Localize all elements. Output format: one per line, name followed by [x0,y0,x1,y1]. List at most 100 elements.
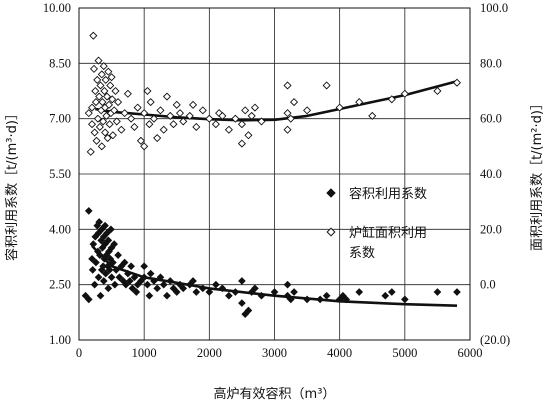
data-point-volume-coefficient [115,273,124,282]
data-point-volume-coefficient [322,291,331,300]
data-point-hearth-area-coefficient [127,114,136,123]
data-point-volume-coefficient [150,277,158,285]
data-point-volume-coefficient [126,277,134,285]
data-point-hearth-area-coefficient [107,73,116,82]
data-point-volume-coefficient [146,269,155,278]
x-tick-label: 2000 [197,346,222,360]
legend-label-volume-coefficient: 容积利用系数 [349,186,427,202]
data-point-hearth-area-coefficient [90,128,99,137]
data-point-hearth-area-coefficient [114,98,123,107]
data-point-hearth-area-coefficient [92,136,101,145]
data-point-volume-coefficient [401,295,409,304]
data-point-volume-coefficient [198,284,207,293]
data-point-volume-coefficient [84,207,93,215]
y2-axis-title: 面积利用系数［t/(m²·d)］ [530,97,545,251]
y2-tick-label: (20.0) [480,333,510,347]
data-point-hearth-area-coefficient [133,103,142,112]
data-point-volume-coefficient [156,273,165,282]
data-point-hearth-area-coefficient [97,70,106,79]
data-point-volume-coefficient [111,280,119,289]
data-point-volume-coefficient [107,273,116,282]
x-tick-label: 4000 [327,346,352,360]
y-tick-label: 5.50 [49,167,71,181]
tick-labels: 0 1000 2000 3000 4000 5000 6000 1.00 2.50 4.00 5.5… [43,1,510,360]
data-point-hearth-area-coefficient [247,111,256,120]
data-point-hearth-area-coefficient [102,92,112,101]
data-point-volume-coefficient [127,262,135,271]
data-point-volume-coefficient [231,288,240,296]
plot-frame [78,7,471,341]
data-point-volume-coefficient [94,273,103,282]
y2-tick-label: 60.0 [480,112,502,126]
data-point-hearth-area-coefficient [100,86,109,96]
data-point-hearth-area-coefficient [117,125,126,134]
data-point-hearth-area-coefficient [105,120,114,129]
data-point-volume-coefficient [88,266,97,274]
data-point-volume-coefficient [140,273,148,282]
data-point-hearth-area-coefficient [140,142,149,151]
legend-marker-filled-diamond [326,188,336,198]
data-point-volume-coefficient [122,280,130,289]
data-point-hearth-area-coefficient [89,64,99,73]
data-point-hearth-area-coefficient [283,81,292,90]
data-point-volume-coefficient [270,288,279,296]
data-point-hearth-area-coefficient [172,100,181,109]
data-point-hearth-area-coefficient [103,133,112,143]
data-point-volume-coefficient [104,236,113,245]
data-point-hearth-area-coefficient [91,98,100,107]
y2-tick-label: 20.0 [480,222,502,236]
legend: 容积利用系数 炉缸面积利用系数 [326,186,427,261]
data-point-hearth-area-coefficient [91,86,100,96]
data-point-hearth-area-coefficient [136,136,145,145]
data-point-hearth-area-coefficient [123,89,132,98]
data-point-hearth-area-coefficient [400,89,409,98]
data-point-hearth-area-coefficient [111,86,120,96]
data-point-volume-coefficient [189,277,197,285]
data-point-hearth-area-coefficient [290,98,299,107]
legend-marker-hollow-diamond [326,227,336,237]
y2-tick-label: 0.0 [480,278,496,292]
data-point-hearth-area-coefficient [108,95,117,104]
data-point-volume-coefficient [212,280,220,289]
data-point-volume-coefficient [283,280,292,289]
y-axis-title: 容积利用系数［t/(m³·d)］ [4,107,20,261]
data-point-volume-coefficient [105,266,114,274]
data-point-hearth-area-coefficient [104,67,113,76]
data-point-volume-coefficient [140,262,148,271]
data-point-volume-coefficient [192,288,201,296]
data-point-volume-coefficient [107,225,115,234]
y2-tick-label: 100.0 [480,1,508,15]
data-point-hearth-area-coefficient [198,106,207,115]
data-point-hearth-area-coefficient [93,75,102,84]
data-point-hearth-area-coefficient [162,92,172,101]
data-point-volume-coefficient [103,229,111,237]
data-point-hearth-area-coefficient [98,98,107,107]
data-point-hearth-area-coefficient [97,142,106,151]
x-tick-label: 3000 [262,346,287,360]
data-point-volume-coefficient [218,284,227,293]
data-point-volume-coefficient [238,277,246,285]
data-point-volume-coefficient [163,291,171,300]
data-point-volume-coefficient [303,295,311,304]
data-point-hearth-area-coefficient [149,114,158,123]
data-point-volume-coefficient [381,291,390,300]
x-axis-title: 高炉有效容积（m³） [214,386,336,402]
data-point-hearth-area-coefficient [112,117,121,126]
data-point-hearth-area-coefficient [87,120,97,129]
data-point-volume-coefficient [96,251,104,259]
data-point-volume-coefficient [96,291,105,300]
data-point-volume-coefficient [112,266,120,274]
data-point-volume-coefficient [453,288,461,296]
data-point-hearth-area-coefficient [283,125,292,134]
y-tick-label: 4.00 [49,222,71,236]
data-point-volume-coefficient [355,288,364,296]
data-point-volume-coefficient [316,295,324,304]
data-point-hearth-area-coefficient [89,31,98,40]
data-point-hearth-area-coefficient [286,114,295,123]
data-point-hearth-area-coefficient [140,109,149,118]
data-point-hearth-area-coefficient [231,114,240,123]
data-marks [81,31,462,319]
data-point-volume-coefficient [342,295,351,304]
data-point-volume-coefficient [166,277,175,285]
y-tick-label: 7.00 [49,112,71,126]
